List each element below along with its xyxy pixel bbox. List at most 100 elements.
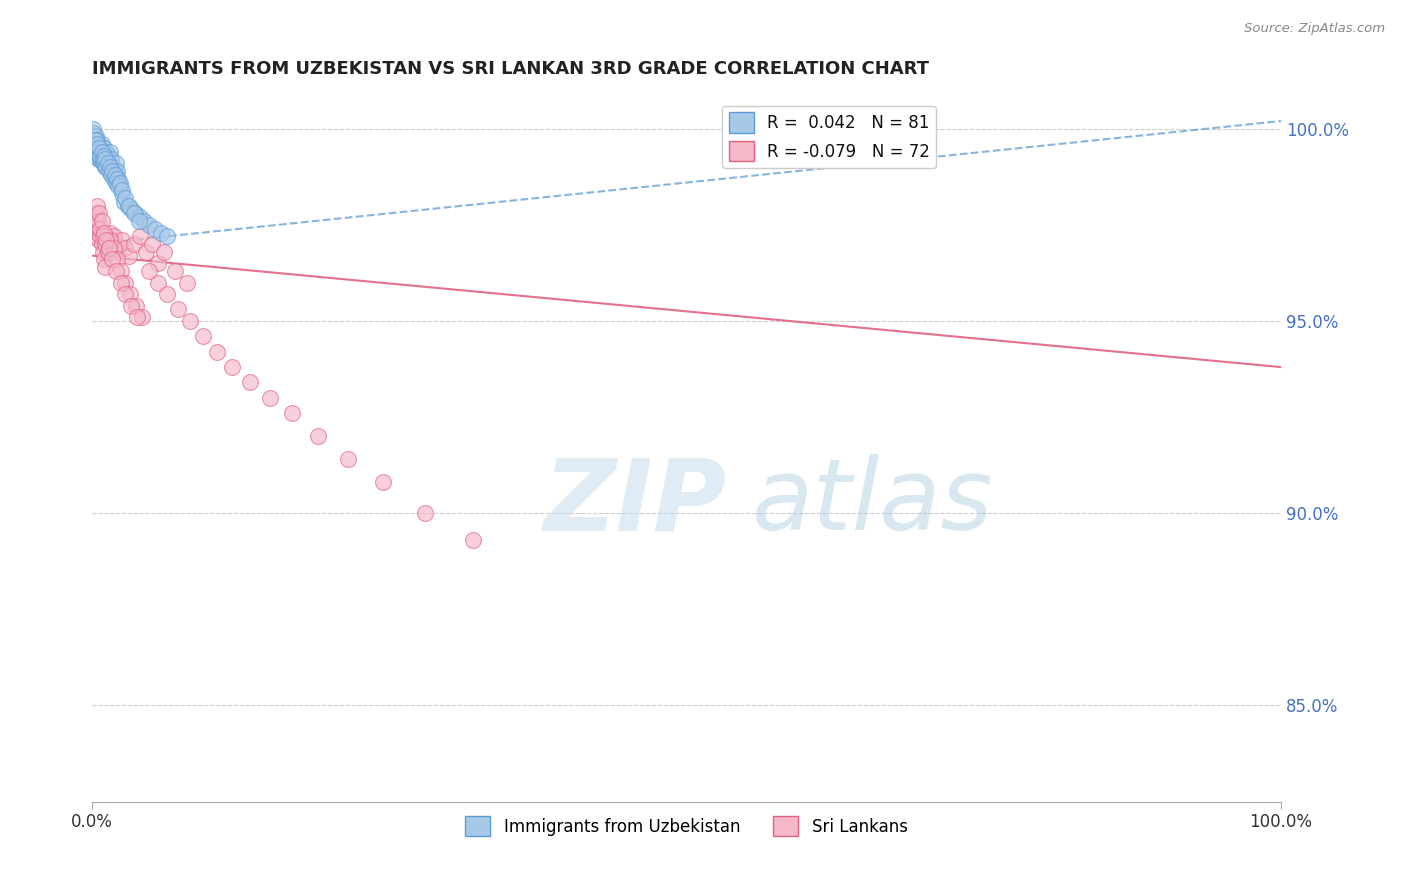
Point bbox=[83, 137, 105, 152]
Point bbox=[146, 276, 169, 290]
Point bbox=[104, 237, 127, 252]
Point bbox=[118, 249, 141, 263]
Point bbox=[96, 229, 118, 244]
Point bbox=[94, 148, 117, 162]
Point bbox=[103, 168, 125, 182]
Point bbox=[87, 145, 110, 159]
Point bbox=[120, 299, 142, 313]
Point bbox=[82, 129, 104, 144]
Point bbox=[89, 141, 111, 155]
Point bbox=[336, 452, 359, 467]
Point bbox=[97, 153, 120, 167]
Point bbox=[90, 137, 112, 152]
Point bbox=[87, 214, 110, 228]
Point bbox=[125, 299, 148, 313]
Text: Source: ZipAtlas.com: Source: ZipAtlas.com bbox=[1244, 22, 1385, 36]
Point bbox=[114, 287, 136, 301]
Point bbox=[191, 329, 214, 343]
Point bbox=[124, 206, 146, 220]
Point bbox=[97, 164, 120, 178]
Point bbox=[100, 153, 122, 167]
Point bbox=[156, 229, 179, 244]
Point bbox=[105, 164, 128, 178]
Point bbox=[97, 148, 120, 162]
Point bbox=[90, 237, 112, 252]
Point bbox=[205, 344, 228, 359]
Point bbox=[93, 148, 115, 162]
Point bbox=[89, 141, 111, 155]
Point bbox=[96, 160, 118, 174]
Point bbox=[101, 164, 124, 178]
Point bbox=[84, 137, 107, 152]
Point bbox=[114, 276, 136, 290]
Point bbox=[135, 244, 157, 259]
Text: ZIP: ZIP bbox=[544, 454, 727, 551]
Point bbox=[221, 360, 243, 375]
Point bbox=[86, 141, 108, 155]
Point bbox=[165, 264, 187, 278]
Point bbox=[90, 214, 112, 228]
Point bbox=[84, 210, 107, 224]
Point bbox=[413, 506, 436, 520]
Point bbox=[98, 226, 121, 240]
Point bbox=[128, 214, 150, 228]
Point bbox=[89, 221, 111, 235]
Point bbox=[87, 226, 110, 240]
Point bbox=[111, 233, 134, 247]
Point bbox=[120, 287, 142, 301]
Point bbox=[111, 187, 134, 202]
Point bbox=[84, 133, 107, 147]
Point bbox=[114, 191, 136, 205]
Point bbox=[94, 237, 117, 252]
Point bbox=[107, 171, 129, 186]
Point bbox=[89, 206, 111, 220]
Point bbox=[103, 229, 125, 244]
Point bbox=[93, 252, 115, 267]
Point bbox=[98, 233, 121, 247]
Point bbox=[97, 244, 120, 259]
Point bbox=[114, 241, 136, 255]
Point bbox=[98, 160, 121, 174]
Point bbox=[94, 153, 117, 167]
Point bbox=[117, 199, 139, 213]
Point bbox=[166, 302, 188, 317]
Point bbox=[97, 244, 120, 259]
Point bbox=[122, 237, 145, 252]
Point bbox=[97, 241, 120, 255]
Point bbox=[105, 171, 128, 186]
Point bbox=[93, 141, 115, 155]
Point bbox=[89, 221, 111, 235]
Point bbox=[96, 156, 118, 170]
Point bbox=[104, 168, 127, 182]
Point bbox=[89, 229, 111, 244]
Point bbox=[84, 129, 107, 144]
Point bbox=[259, 391, 281, 405]
Point bbox=[91, 156, 114, 170]
Point bbox=[146, 256, 169, 270]
Point bbox=[98, 145, 121, 159]
Point bbox=[91, 229, 114, 244]
Point bbox=[281, 406, 304, 420]
Point bbox=[101, 160, 124, 174]
Point bbox=[89, 148, 111, 162]
Point bbox=[108, 176, 131, 190]
Point bbox=[86, 148, 108, 162]
Point bbox=[84, 206, 107, 220]
Point bbox=[83, 141, 105, 155]
Point bbox=[176, 276, 198, 290]
Point bbox=[122, 206, 145, 220]
Point bbox=[91, 145, 114, 159]
Point bbox=[239, 376, 262, 390]
Point bbox=[94, 260, 117, 274]
Point bbox=[90, 145, 112, 159]
Point bbox=[105, 252, 128, 267]
Point bbox=[82, 121, 104, 136]
Point bbox=[86, 218, 108, 232]
Point bbox=[93, 156, 115, 170]
Point bbox=[107, 179, 129, 194]
Point bbox=[104, 156, 127, 170]
Point bbox=[104, 176, 127, 190]
Point bbox=[82, 126, 104, 140]
Point bbox=[101, 252, 124, 267]
Text: IMMIGRANTS FROM UZBEKISTAN VS SRI LANKAN 3RD GRADE CORRELATION CHART: IMMIGRANTS FROM UZBEKISTAN VS SRI LANKAN… bbox=[93, 60, 929, 78]
